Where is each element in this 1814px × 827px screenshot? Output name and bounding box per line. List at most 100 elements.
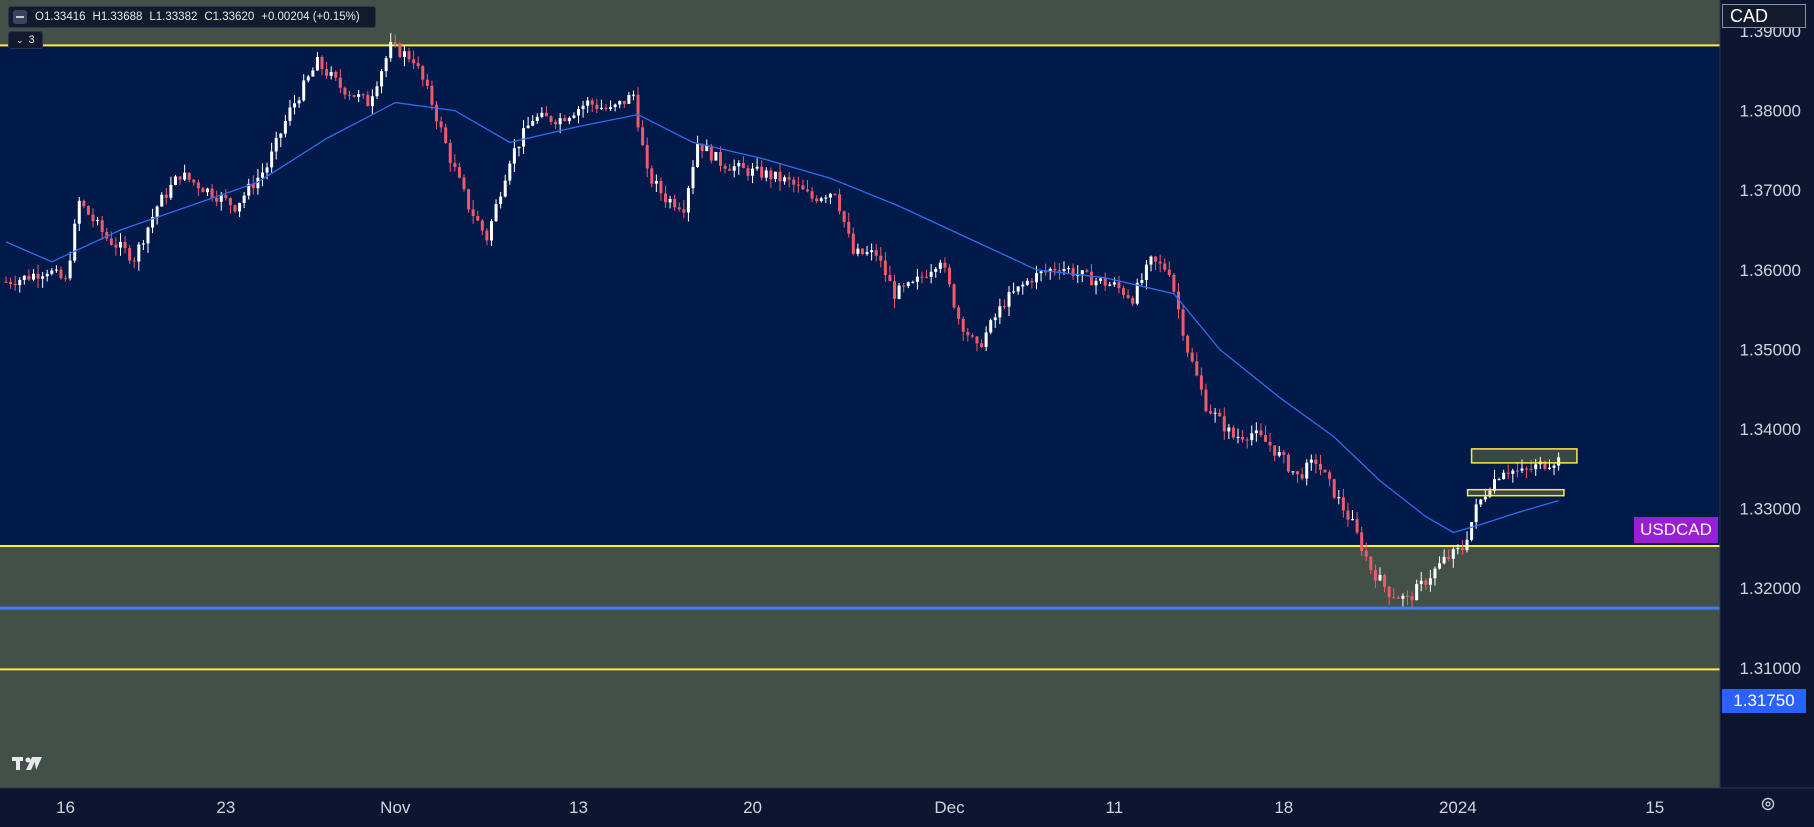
- candle-body: [448, 143, 452, 163]
- candle-body: [980, 343, 984, 347]
- candle-body: [1048, 268, 1052, 272]
- tradingview-logo-icon[interactable]: [12, 755, 44, 771]
- candle-body: [929, 271, 933, 277]
- candle-body: [1195, 361, 1199, 376]
- candle-body: [577, 109, 580, 116]
- candle-body: [654, 181, 658, 184]
- candles-layer: [4, 32, 1561, 609]
- x-tick-label: 15: [1645, 798, 1664, 817]
- candle-body: [228, 198, 232, 206]
- candle-body: [265, 167, 269, 173]
- candle-body: [764, 170, 768, 178]
- collapse-legend-icon[interactable]: [13, 10, 27, 24]
- candle-body: [151, 217, 155, 228]
- candle-body: [1424, 580, 1428, 585]
- candle-body: [1062, 269, 1066, 271]
- candle-body: [696, 143, 700, 167]
- candle-body: [1012, 291, 1016, 293]
- candle-body: [741, 162, 745, 169]
- candle-body: [183, 172, 187, 180]
- candle-body: [471, 209, 475, 217]
- candle-body: [998, 306, 1002, 318]
- candle-body: [938, 262, 942, 269]
- candle-body: [1497, 479, 1501, 481]
- currency-label[interactable]: CAD: [1722, 4, 1806, 28]
- moving-average-line: [5, 101, 1559, 534]
- candle-body: [1383, 575, 1387, 587]
- candle-body: [329, 71, 333, 76]
- settings-gear-icon[interactable]: [1760, 796, 1776, 812]
- candle-body: [925, 276, 929, 278]
- consolidation-bottom-box: [1466, 488, 1565, 497]
- candle-body: [870, 250, 874, 253]
- x-tick-label: 18: [1274, 798, 1293, 817]
- candle-body: [279, 133, 283, 138]
- candle-body: [691, 166, 695, 189]
- candle-body: [1373, 570, 1377, 581]
- candle-body: [957, 307, 961, 319]
- candle-body: [1360, 532, 1364, 551]
- candle-body: [91, 214, 95, 222]
- candle-body: [1511, 470, 1515, 474]
- candle-body: [718, 152, 722, 166]
- candle-body: [1286, 454, 1290, 472]
- candle-body: [746, 168, 750, 176]
- candle-body: [22, 275, 26, 280]
- candle-body: [952, 284, 956, 308]
- candle-body: [1112, 282, 1116, 285]
- candle-body: [796, 184, 800, 186]
- candle-body: [398, 43, 402, 57]
- y-tick-label: 1.37000: [1740, 181, 1801, 200]
- candle-body: [109, 238, 113, 245]
- candle-body: [1273, 445, 1277, 456]
- open-value: O1.33416: [35, 11, 86, 23]
- candle-body: [315, 56, 319, 71]
- candle-body: [508, 163, 512, 181]
- change-value: +0.00204 (+0.15%): [261, 11, 360, 23]
- candle-body: [141, 243, 145, 245]
- indicators-toggle[interactable]: ⌄ 3: [8, 31, 43, 49]
- candle-body: [1131, 297, 1135, 304]
- candle-body: [586, 100, 590, 106]
- candle-body: [1213, 412, 1217, 414]
- candle-body: [897, 285, 901, 299]
- candle-body: [535, 116, 539, 121]
- time-axis-panel[interactable]: [0, 788, 1814, 827]
- candle-body: [13, 284, 17, 286]
- candle-body: [874, 250, 878, 256]
- candle-body: [1025, 280, 1029, 285]
- candle-body: [1447, 556, 1451, 559]
- candle-body: [1039, 271, 1043, 274]
- candle-body: [1264, 435, 1267, 442]
- candle-body: [1534, 464, 1538, 470]
- candle-body: [961, 318, 965, 332]
- candle-body: [247, 183, 251, 196]
- candle-body: [224, 195, 228, 199]
- candle-body: [412, 59, 416, 64]
- candle-body: [833, 193, 837, 195]
- candle-body: [572, 115, 576, 118]
- x-tick-label: 11: [1106, 798, 1124, 817]
- candle-body: [989, 320, 993, 333]
- candle-body: [1163, 263, 1167, 270]
- candle-body: [31, 273, 35, 280]
- price-axis-panel[interactable]: [1720, 0, 1814, 788]
- candle-body: [1515, 470, 1519, 472]
- y-tick-label: 1.32000: [1740, 579, 1801, 598]
- candle-body: [970, 335, 974, 337]
- y-tick-label: 1.31000: [1740, 659, 1801, 678]
- candle-body: [1122, 288, 1126, 296]
- candle-body: [599, 107, 603, 109]
- candle-body: [1488, 490, 1492, 497]
- candle-body: [517, 146, 521, 149]
- candle-body: [522, 128, 526, 147]
- candle-body: [540, 112, 544, 117]
- x-tick-label: 16: [56, 798, 75, 817]
- candle-body: [815, 198, 819, 202]
- ohlc-legend[interactable]: O1.33416 H1.33688 L1.33382 C1.33620 +0.0…: [8, 6, 376, 28]
- candle-body: [851, 233, 855, 254]
- candle-body: [1419, 580, 1423, 585]
- candle-body: [499, 196, 503, 205]
- candle-body: [824, 197, 828, 199]
